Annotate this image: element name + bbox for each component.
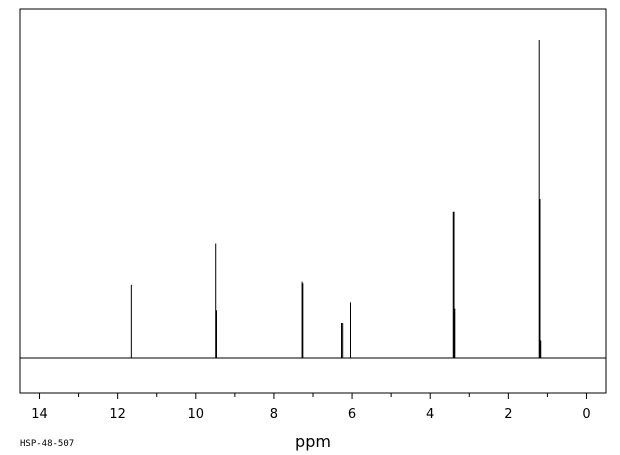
x-axis-title: ppm bbox=[295, 432, 331, 451]
x-axis-tick-labels: 14 12 10 8 6 4 2 0 bbox=[31, 407, 590, 422]
peak-series bbox=[130, 40, 542, 358]
sample-code-label: HSP-48-507 bbox=[20, 439, 74, 449]
x-axis-ticks bbox=[39, 393, 587, 399]
x-tick-label-6: 6 bbox=[348, 407, 356, 422]
x-tick-label-14: 14 bbox=[31, 407, 48, 422]
x-tick-label-2: 2 bbox=[504, 407, 512, 422]
x-tick-label-10: 10 bbox=[188, 407, 205, 422]
x-tick-label-12: 12 bbox=[109, 407, 126, 422]
x-tick-label-0: 0 bbox=[582, 407, 590, 422]
x-tick-label-4: 4 bbox=[426, 407, 434, 422]
x-tick-label-8: 8 bbox=[270, 407, 278, 422]
plot-frame bbox=[19, 8, 607, 394]
